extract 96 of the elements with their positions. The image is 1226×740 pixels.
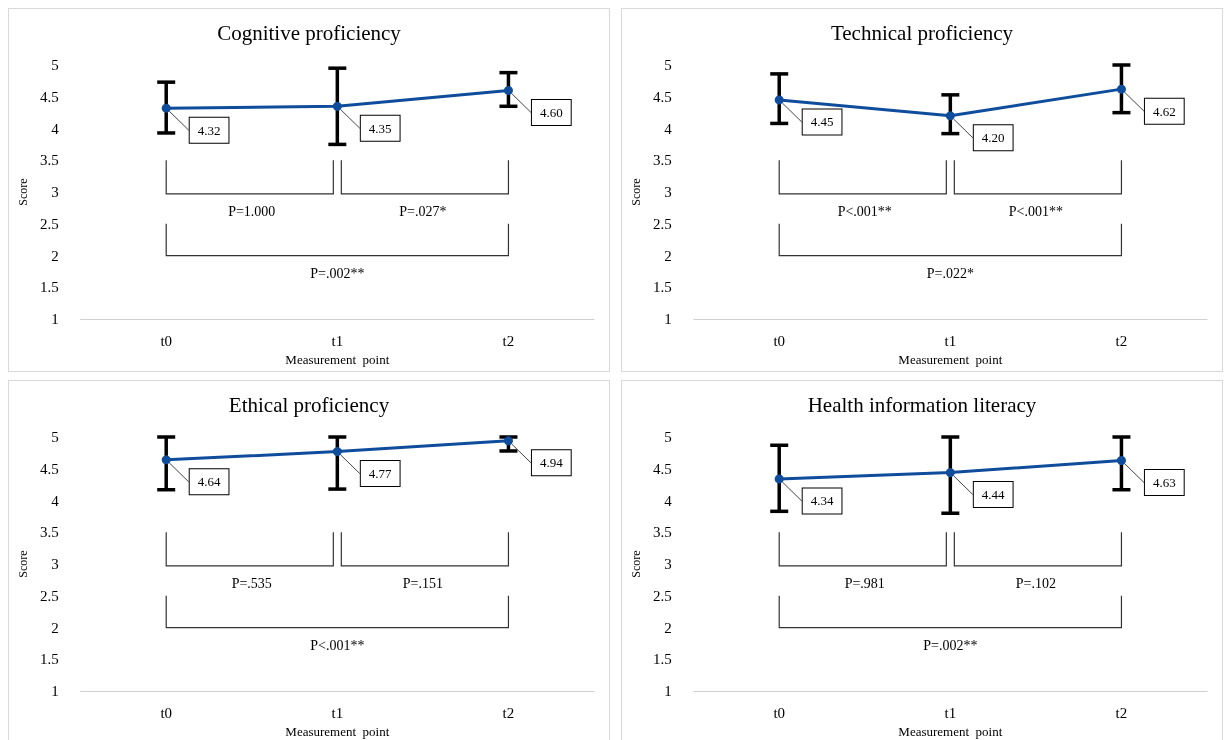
y-tick-label: 1.5	[652, 279, 672, 296]
point	[503, 85, 513, 95]
point	[161, 103, 171, 113]
x-tick-label: t2	[1115, 704, 1128, 721]
chart-title: Technical proficiency	[830, 20, 1014, 45]
x-tick-label: t0	[160, 332, 173, 349]
x-tick-label: t1	[944, 704, 957, 721]
annotation: P=.027*	[398, 203, 448, 220]
annotation: P=.102	[1014, 575, 1057, 592]
point	[774, 474, 784, 484]
chart-title: Ethical proficiency	[228, 392, 390, 417]
y-tick-label: 2.5	[39, 215, 59, 232]
data-label: 4.63	[1152, 475, 1176, 490]
annotation: P=1.000	[227, 203, 277, 220]
y-tick-label: 1	[664, 311, 672, 328]
point	[503, 436, 513, 446]
annotation: P<.001**	[309, 637, 366, 654]
annotation: P=.002**	[922, 637, 979, 654]
y-tick-label: 3.5	[39, 524, 59, 541]
y-tick-label: 1	[51, 683, 59, 700]
y-tick-label: 1.5	[39, 279, 59, 296]
y-tick-label: 3	[51, 556, 59, 573]
y-tick-label: 3	[51, 184, 59, 201]
x-tick-label: t0	[773, 332, 786, 349]
y-tick-label: 1	[51, 311, 59, 328]
y-tick-label: 4	[664, 120, 673, 137]
annotation: P=.002**	[309, 265, 366, 282]
y-tick-label: 2.5	[39, 587, 59, 604]
y-tick-label: 3.5	[652, 524, 672, 541]
y-tick-label: 4	[664, 492, 673, 509]
data-label: 4.32	[197, 122, 221, 138]
y-axis-title: Score	[629, 550, 643, 578]
x-tick-label: t0	[160, 704, 173, 721]
y-tick-label: 2	[664, 247, 672, 264]
data-label: 4.45	[810, 114, 834, 130]
y-tick-label: 4	[51, 120, 60, 137]
y-tick-label: 1	[664, 683, 672, 700]
y-tick-label: 5	[664, 429, 672, 445]
data-label: 4.34	[810, 493, 834, 509]
y-tick-label: 4.5	[39, 88, 59, 105]
annotation: P<.001**	[836, 203, 893, 220]
y-tick-label: 2.5	[652, 587, 672, 604]
y-axis-title: Score	[629, 178, 643, 206]
data-label: 4.35	[368, 120, 392, 136]
y-tick-label: 4.5	[652, 460, 672, 477]
y-tick-label: 4.5	[39, 460, 59, 477]
annotation: P=.022*	[925, 265, 975, 282]
point	[332, 101, 342, 111]
y-tick-label: 2	[51, 619, 59, 636]
x-tick-label: t1	[331, 704, 344, 721]
y-tick-label: 1.5	[39, 651, 59, 668]
x-tick-label: t2	[502, 332, 515, 349]
y-tick-label: 3.5	[39, 152, 59, 169]
x-axis-title: Measurement point	[285, 352, 390, 367]
chart-title: Cognitive proficiency	[217, 20, 402, 45]
x-axis-title: Measurement point	[285, 724, 390, 739]
y-tick-label: 2	[664, 619, 672, 636]
point	[945, 111, 955, 121]
data-label: 4.94	[539, 455, 564, 471]
annotation: P=.535	[230, 575, 273, 592]
y-tick-label: 3.5	[652, 152, 672, 169]
y-axis-title: Score	[16, 178, 30, 206]
y-tick-label: 4.5	[652, 88, 672, 105]
point	[945, 468, 955, 478]
y-tick-label: 3	[664, 556, 672, 573]
x-tick-label: t2	[1115, 332, 1128, 349]
y-tick-label: 3	[664, 184, 672, 201]
chart-title: Health information literacy	[807, 392, 1037, 417]
annotation: P=.151	[401, 575, 444, 592]
x-axis-title: Measurement point	[898, 724, 1003, 739]
x-axis-title: Measurement point	[898, 352, 1003, 367]
x-tick-label: t1	[331, 332, 344, 349]
y-tick-label: 2	[51, 247, 59, 264]
x-tick-label: t0	[773, 704, 786, 721]
data-label: 4.64	[197, 474, 221, 490]
point	[332, 447, 342, 457]
data-label: 4.20	[981, 130, 1005, 146]
y-tick-label: 5	[51, 57, 59, 73]
x-tick-label: t1	[944, 332, 957, 349]
point	[1116, 84, 1126, 94]
data-label: 4.77	[368, 466, 393, 482]
y-tick-label: 2.5	[652, 215, 672, 232]
point	[161, 455, 171, 465]
point	[1116, 456, 1126, 465]
data-label: 4.44	[981, 487, 1006, 503]
annotation: P=.981	[843, 575, 886, 592]
x-tick-label: t2	[502, 704, 515, 721]
annotation: P<.001**	[1007, 203, 1064, 220]
y-tick-label: 1.5	[652, 651, 672, 668]
y-axis-title: Score	[16, 550, 30, 578]
y-tick-label: 5	[51, 429, 59, 445]
data-label: 4.60	[539, 104, 563, 120]
y-tick-label: 5	[664, 57, 672, 73]
y-tick-label: 4	[51, 492, 60, 509]
data-label: 4.62	[1152, 103, 1176, 119]
point	[774, 95, 784, 105]
